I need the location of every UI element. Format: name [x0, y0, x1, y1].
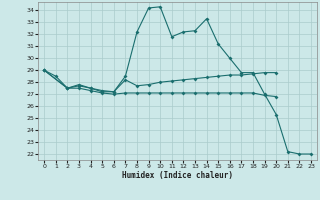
X-axis label: Humidex (Indice chaleur): Humidex (Indice chaleur)	[122, 171, 233, 180]
